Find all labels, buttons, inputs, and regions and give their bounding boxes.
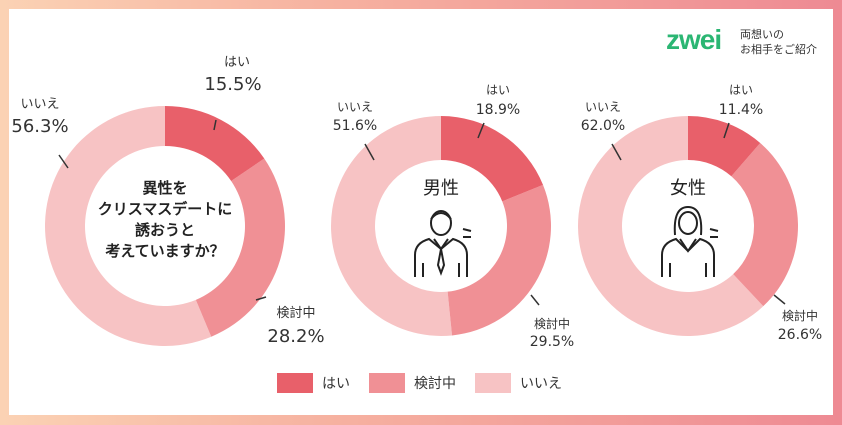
leader-line-no [364,143,375,161]
leader-line-yes [213,119,217,131]
slice-label-considering: 検討中 [782,308,818,323]
leader-line-considering [773,294,786,305]
center-text-line: 誘おうと [135,221,195,239]
slice-value-considering: 26.6% [778,327,822,343]
female-donut-chart: はい 11.4% 検討中 26.6% いいえ 62.0% 女性 [577,83,822,343]
slice-yes [688,116,761,177]
center-text-line: 男性 [423,178,459,199]
content-panel [9,9,833,415]
leader-line-considering [530,294,540,306]
legend-item-no: いいえ [475,372,562,394]
slice-considering [195,158,285,337]
logo-tagline-line-1: 両想いの [740,28,784,41]
woman-icon [661,205,719,277]
center-text-line: 女性 [670,178,706,199]
male-donut-chart: はい 18.9% 検討中 29.5% いいえ 51.6% 男性 [330,83,574,350]
slice-label-no: いいえ [20,97,59,112]
slice-label-no: いいえ [585,100,621,114]
overall-donut-chart: はい 15.5% 検討中 28.2% いいえ 56.3% 異性をクリスマスデートに誘おうと考… [11,55,324,347]
leader-line-yes [477,122,485,139]
slice-considering [731,143,798,307]
slice-no [45,106,212,347]
logo-tagline-line-2: お相手をご紹介 [740,43,817,56]
slice-value-no: 56.3% [11,116,68,137]
center-text-line: クリスマスデートに [98,200,233,218]
brand-logo: zwei 両想いの お相手をご紹介 [660,22,830,62]
leader-line-considering [255,296,267,301]
slice-value-considering: 28.2% [267,326,324,347]
slice-no [330,116,453,336]
slice-value-yes: 18.9% [476,102,520,118]
legend-swatch-no [475,373,511,393]
slice-label-yes: はい [486,83,510,97]
slice-label-considering: 検討中 [534,316,570,331]
man-icon [414,210,472,277]
legend-label-considering: 検討中 [414,376,456,392]
leader-line-yes [723,122,730,139]
slice-label-yes: はい [729,83,753,97]
leader-line-no [58,154,69,169]
center-text-line: 異性を [142,179,187,197]
legend-item-yes: はい [277,372,350,394]
logo-wordmark: zwei [666,24,722,55]
slice-value-considering: 29.5% [530,334,574,350]
slice-value-no: 51.6% [333,118,377,134]
slice-considering [447,184,551,336]
logo-tagline: 両想いの お相手をご紹介 [740,27,817,57]
center-text-line: 考えていますか？ [105,242,224,260]
slice-label-yes: はい [224,55,250,70]
slice-label-considering: 検討中 [276,305,315,321]
slice-value-no: 62.0% [581,118,625,134]
leader-line-no [611,143,622,161]
slice-yes [441,116,544,202]
slice-value-yes: 11.4% [719,102,763,118]
slice-yes [165,106,265,182]
slice-label-no: いいえ [337,100,373,114]
legend-swatch-considering [369,373,405,393]
legend-label-no: いいえ [520,376,562,392]
slice-value-yes: 15.5% [204,74,261,95]
slice-no [577,116,764,336]
legend-label-yes: はい [322,376,350,392]
legend-item-considering: 検討中 [369,372,456,394]
legend-swatch-yes [277,373,313,393]
